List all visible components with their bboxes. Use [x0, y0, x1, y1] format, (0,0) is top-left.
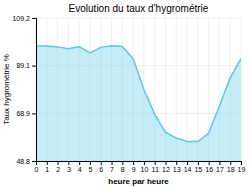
grid-line-x — [197, 18, 198, 161]
y-axis-line — [32, 19, 37, 162]
y-tick: 48.8 — [16, 158, 36, 165]
x-tick-mark — [101, 161, 102, 165]
x-tick: 8 — [121, 161, 125, 173]
x-tick-label: 17 — [216, 166, 224, 173]
x-tick: 7 — [110, 161, 114, 173]
grid — [36, 18, 241, 161]
y-tick-mark — [32, 161, 36, 162]
x-axis-title: heure par heure — [108, 177, 169, 186]
x-tick-label: 18 — [227, 166, 235, 173]
x-tick-mark — [176, 161, 177, 165]
x-tick-label: 9 — [132, 166, 136, 173]
x-tick-mark — [209, 161, 210, 165]
title: Evolution du taux d'hygrométrie — [69, 3, 209, 14]
y-tick: 109.2 — [12, 15, 36, 22]
x-tick: 12 — [162, 161, 170, 173]
x-tick: 6 — [99, 161, 103, 173]
x-tick-label: 19 — [238, 166, 246, 173]
y-tick-mark — [32, 18, 36, 19]
x-tick-mark — [68, 161, 69, 165]
x-tick-label: 14 — [184, 166, 192, 173]
x-tick-mark — [230, 161, 231, 165]
x-tick: 3 — [67, 161, 71, 173]
y-tick: 68.9 — [16, 110, 36, 117]
y-tick-label: 109.2 — [12, 15, 30, 22]
x-tick-mark — [155, 161, 156, 165]
x-tick-label: 7 — [110, 166, 114, 173]
x-tick-label: 3 — [67, 166, 71, 173]
x-tick-label: 12 — [162, 166, 170, 173]
chart: 01234567891011121314151617181948.868.989… — [0, 0, 250, 188]
x-tick: 10 — [140, 161, 148, 173]
y-tick-mark — [32, 113, 36, 114]
area — [36, 46, 241, 161]
line — [36, 46, 241, 142]
grid-line-x — [187, 18, 188, 161]
plot-area — [36, 46, 241, 161]
x-tick-label: 4 — [78, 166, 82, 173]
x-tick-mark — [122, 161, 123, 165]
x-tick-label: 0 — [35, 166, 39, 173]
x-tick: 4 — [78, 161, 82, 173]
x-tick: 17 — [216, 161, 224, 173]
x-tick-mark — [198, 161, 199, 165]
x-tick-label: 11 — [152, 166, 159, 173]
x-tick-mark — [58, 161, 59, 165]
x-tick: 9 — [132, 161, 136, 173]
y-tick-mark — [32, 66, 36, 67]
x-tick-mark — [90, 161, 91, 165]
y-tick-label: 89.1 — [16, 62, 30, 69]
x-tick-label: 6 — [99, 166, 103, 173]
x-tick: 2 — [56, 161, 60, 173]
x-tick-label: 8 — [121, 166, 125, 173]
y-axis: 48.8 68.9 89.1 109.2 — [12, 15, 36, 165]
x-tick-mark — [144, 161, 145, 165]
y-tick-label: 48.8 — [16, 158, 30, 165]
x-tick-mark — [165, 161, 166, 165]
x-tick: 11 — [152, 161, 159, 173]
x-tick: 19 — [238, 161, 246, 173]
x-tick-mark — [133, 161, 134, 165]
x-tick: 5 — [88, 161, 92, 173]
x-tick-mark — [47, 161, 48, 165]
x-axis: 012345678910111213141516171819 — [35, 161, 246, 173]
x-tick: 18 — [227, 161, 235, 173]
x-tick-mark — [79, 161, 80, 165]
x-tick: 15 — [194, 161, 202, 173]
x-tick: 13 — [173, 161, 181, 173]
x-tick-label: 15 — [194, 166, 202, 173]
x-tick-label: 1 — [45, 166, 49, 173]
grid-line-y — [36, 18, 241, 19]
y-tick: 89.1 — [16, 62, 36, 69]
x-tick-mark — [187, 161, 188, 165]
x-tick-label: 16 — [205, 166, 213, 173]
x-axis-line — [37, 162, 242, 166]
x-tick-label: 10 — [140, 166, 148, 173]
x-tick-label: 13 — [173, 166, 181, 173]
x-tick-mark — [112, 161, 113, 165]
y-tick-label: 68.9 — [16, 110, 30, 117]
x-tick-label: 2 — [56, 166, 60, 173]
x-tick-mark — [219, 161, 220, 165]
x-tick-label: 5 — [88, 166, 92, 173]
x-tick: 16 — [205, 161, 213, 173]
x-tick-mark — [241, 161, 242, 165]
x-tick: 14 — [184, 161, 192, 173]
y-axis-title: Taux hygrométrie % — [2, 54, 11, 125]
x-tick: 0 — [35, 161, 39, 173]
x-tick: 1 — [45, 161, 49, 173]
